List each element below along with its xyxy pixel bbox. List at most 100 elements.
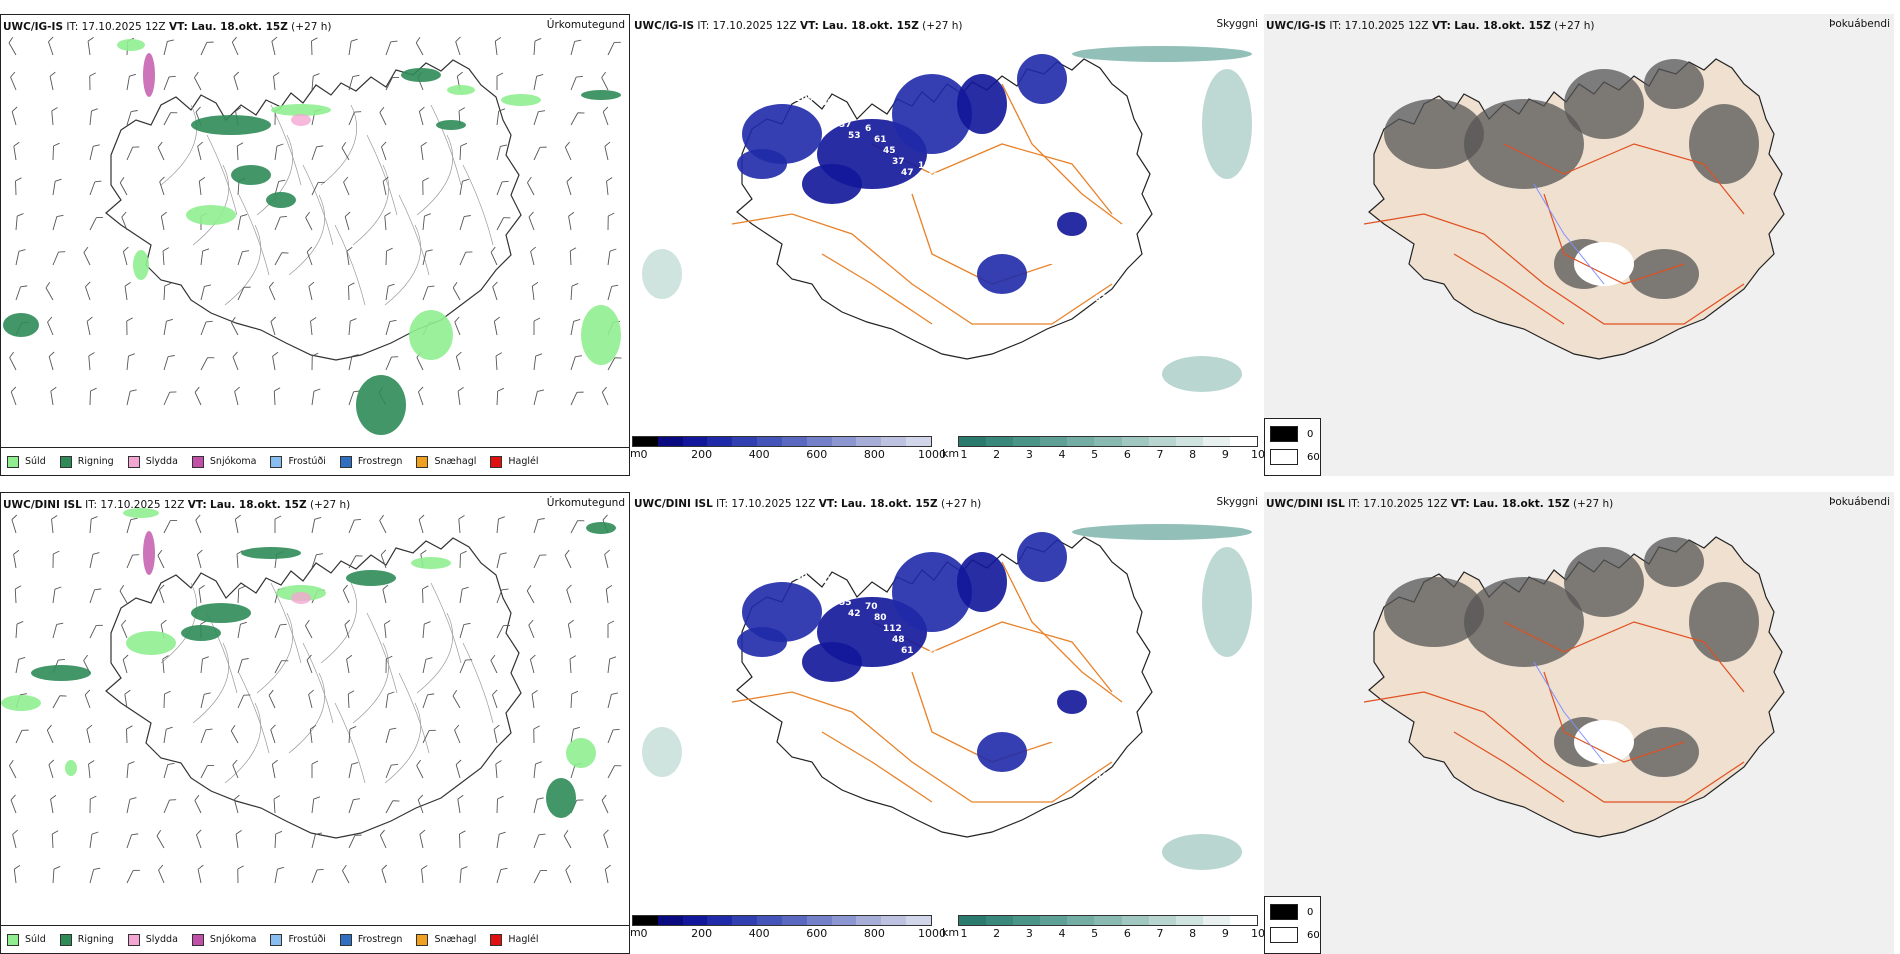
wind-barb	[494, 317, 503, 335]
field-blob	[586, 522, 616, 534]
wind-barb	[571, 390, 584, 408]
wind-barb	[497, 388, 504, 405]
panel-title: Þokuábendi	[1829, 496, 1890, 508]
field-blob	[126, 631, 176, 655]
cloud-base-label: 50	[795, 572, 808, 582]
cloud-base-unit: m	[630, 926, 641, 939]
cloud-base-label: 37	[777, 550, 790, 560]
wind-barb	[164, 318, 173, 336]
colorbar-segment	[807, 437, 832, 446]
wind-barb	[564, 550, 577, 568]
panel-header: UWC/IG-IS IT: 17.10.2025 12Z VT: Lau. 18…	[1266, 20, 1595, 32]
cloud-base-label: 39	[1104, 783, 1117, 793]
iceland-precip-map	[1, 15, 630, 476]
cloud-base-label: 45	[936, 183, 949, 193]
field-blob	[1072, 46, 1252, 62]
colorbar-tick: 4	[1059, 927, 1066, 940]
wind-barb	[274, 388, 281, 405]
wind-barb	[608, 40, 621, 58]
wind-barb	[14, 865, 22, 883]
colorbar-segment	[1013, 437, 1040, 446]
legend-item-súld: Súld	[7, 456, 46, 468]
field-blob	[291, 592, 311, 604]
legend-swatch	[270, 456, 282, 468]
colorbar-segment	[832, 437, 857, 446]
legend-label: Snæhagl	[434, 934, 476, 945]
cloud-base-label: 67	[927, 172, 940, 182]
wind-barb	[86, 725, 96, 743]
legend-swatch	[416, 934, 428, 946]
cloud-base-label: 46	[1042, 257, 1055, 267]
cloud-base-label: 42	[848, 609, 861, 619]
legend-item-snæhagl: Snæhagl	[416, 456, 476, 468]
wind-barb	[534, 796, 544, 814]
field-blob	[1, 695, 41, 711]
fog-legend-label-0: 0	[1307, 907, 1313, 918]
colorbar-tick: 9	[1222, 927, 1229, 940]
wind-barb	[605, 865, 614, 883]
wind-barb	[606, 177, 614, 195]
colorbar-tick: 4	[1059, 448, 1066, 461]
wind-barb	[90, 551, 99, 569]
wind-barb	[530, 655, 540, 673]
legend-swatch	[416, 456, 428, 468]
colorbar-segment	[1067, 916, 1094, 925]
fog-index-panel-top: UWC/IG-IS IT: 17.10.2025 12Z VT: Lau. 18…	[1264, 14, 1894, 476]
fog-legend-swatch-black	[1270, 426, 1298, 442]
cloud-base-label: 44	[1051, 746, 1064, 756]
field-blob	[31, 665, 91, 681]
wind-barb	[48, 760, 59, 778]
colorbar-segment	[1013, 916, 1040, 925]
wind-barb	[51, 515, 59, 533]
wind-barb	[341, 865, 354, 883]
cloud-base-label: 52	[768, 61, 781, 71]
wind-barb	[53, 586, 61, 604]
panel-header: UWC/DINI ISL IT: 17.10.2025 12Z VT: Lau.…	[1266, 498, 1613, 510]
colorbar-segment	[906, 437, 931, 446]
colorbar-tick: 6	[1124, 927, 1131, 940]
wind-barb	[275, 831, 282, 848]
legend-label: Súld	[25, 934, 46, 945]
colorbar-tick: 400	[749, 927, 770, 940]
wind-barb	[608, 248, 616, 266]
field-blob	[191, 115, 271, 135]
legend-swatch	[7, 456, 19, 468]
field-blob	[181, 625, 221, 641]
wind-barb	[197, 550, 207, 568]
wind-barb	[52, 108, 59, 125]
colorbar-segment	[1040, 437, 1067, 446]
cloud-base-label: 70	[865, 602, 878, 612]
field-blob	[143, 53, 155, 97]
fog-index-field	[1689, 104, 1759, 184]
wind-barb	[571, 110, 584, 128]
cloud-base-label: 62	[1104, 305, 1117, 315]
wind-barb	[10, 387, 21, 405]
wind-barb	[415, 37, 428, 55]
colorbar-tick: 8	[1189, 448, 1196, 461]
wind-barb	[127, 796, 136, 814]
cloud-base-label: 57	[1113, 794, 1126, 804]
fog-index-field	[1644, 59, 1704, 109]
cloud-base-label: 79	[1086, 761, 1099, 771]
wind-barb	[127, 761, 134, 778]
wind-barb	[10, 795, 22, 813]
wind-barb	[497, 867, 507, 885]
wind-barb	[608, 621, 614, 638]
wind-barb	[534, 109, 545, 127]
wind-barb	[83, 247, 96, 265]
wind-barb	[90, 388, 97, 405]
legend-label: Slydda	[146, 456, 178, 467]
legend-swatch	[192, 456, 204, 468]
field-blob	[436, 120, 466, 130]
field-blob	[546, 778, 576, 818]
cloud-base-label: 69	[989, 698, 1002, 708]
legend-label: Haglél	[508, 934, 538, 945]
field-blob	[566, 738, 596, 768]
colorbar-segment	[1122, 916, 1149, 925]
colorbar-segment	[658, 916, 683, 925]
cloud-base-panel-top: UWC/IG-IS IT: 17.10.2025 12Z VT: Lau. 18…	[632, 14, 1262, 476]
wind-barb	[126, 726, 133, 743]
fog-legend-label-60: 60	[1307, 452, 1320, 463]
colorbar-segment	[1203, 437, 1230, 446]
wind-barb	[156, 830, 170, 848]
